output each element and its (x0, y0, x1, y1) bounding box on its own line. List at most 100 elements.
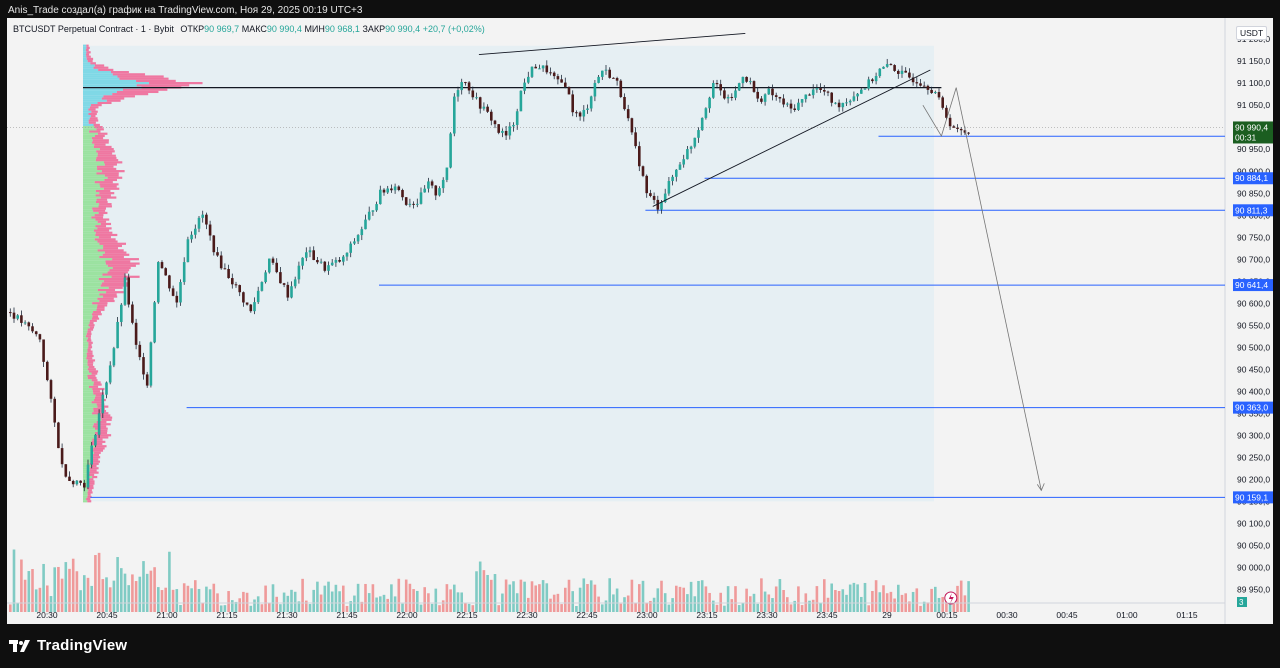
profile-row-sell (102, 253, 130, 256)
profile-row-sell (112, 266, 131, 270)
profile-row-buy (83, 194, 96, 197)
trend-line (478, 33, 746, 56)
profile-row-sell (96, 436, 109, 439)
profile-row-buy (83, 211, 99, 215)
candle-body (797, 102, 800, 110)
volume-bar (897, 584, 900, 612)
candle-body (382, 189, 386, 193)
candle-body (638, 146, 641, 167)
candle-body (190, 234, 193, 240)
candle-body (305, 252, 308, 258)
candle-body (97, 413, 101, 435)
profile-row-sell (116, 90, 159, 94)
profile-row-sell (91, 449, 104, 452)
profile-row-buy (83, 205, 99, 208)
candle-body (497, 124, 500, 133)
profile-row-buy (83, 491, 88, 494)
profile-row-buy (83, 346, 89, 349)
trend-line (652, 69, 931, 207)
profile-row-buy (83, 108, 89, 111)
candle-body (260, 282, 264, 291)
candle-body (201, 214, 204, 218)
candle-body (582, 109, 586, 117)
profile-row-sell (93, 229, 110, 232)
profile-row-sell (108, 286, 123, 289)
volume-profile (83, 44, 203, 503)
profile-row-sell (91, 216, 104, 219)
volume-bar (16, 602, 19, 612)
tradingview-brand[interactable]: TradingView (9, 637, 127, 654)
profile-row-sell (89, 326, 94, 329)
profile-row-buy (83, 326, 90, 329)
profile-row-sell (96, 172, 119, 175)
price-tick-label: 90 600,0 (1237, 298, 1270, 308)
candle-body (234, 284, 238, 286)
legend-open-label: ОТКР (180, 24, 205, 34)
candle-body (301, 257, 304, 266)
profile-row-sell (95, 189, 111, 193)
profile-row-buy (83, 225, 96, 228)
profile-row-sell (89, 321, 94, 325)
candle-body (290, 286, 293, 298)
profile-row-buy (83, 341, 89, 344)
volume-bar (338, 591, 341, 612)
profile-row-buy (83, 458, 92, 461)
candle-body (71, 480, 75, 485)
volume-bar (31, 569, 34, 612)
candle-body (712, 83, 715, 98)
volume-bar (234, 601, 238, 612)
profile-row-sell (92, 141, 109, 144)
candle-body (723, 90, 726, 99)
profile-row-sell (93, 209, 106, 212)
time-tick-label: 21:15 (216, 610, 238, 620)
candle-body (556, 76, 560, 80)
level-tag-bg (1233, 401, 1273, 414)
profile-row-sell (94, 396, 102, 399)
candle-body (911, 77, 915, 83)
volume-bar (449, 589, 452, 612)
volume-bar (330, 591, 334, 612)
profile-row-sell (119, 77, 169, 80)
profile-row-buy (83, 361, 88, 364)
profile-row-sell (88, 480, 95, 483)
volume-bar (826, 597, 830, 612)
volume-bar (967, 581, 970, 612)
profile-row-buy (83, 266, 113, 270)
volume-bar (57, 566, 60, 612)
candle-body (75, 480, 79, 485)
profile-row-buy (83, 350, 88, 353)
profile-row-sell (99, 242, 127, 245)
profile-row-sell (89, 467, 99, 470)
profile-row-buy (83, 451, 94, 454)
profile-row-buy (83, 258, 113, 261)
time-tick-label: 23:45 (816, 610, 838, 620)
profile-row-sell (98, 277, 128, 281)
volume-bar (83, 575, 86, 612)
profile-row-sell (97, 132, 108, 135)
volume-bar (737, 605, 741, 612)
currency-label[interactable]: USDT (1236, 26, 1268, 40)
volume-bar (171, 589, 175, 612)
volume-bar (408, 583, 412, 612)
candle-body (249, 304, 253, 312)
candle-body (356, 235, 360, 242)
volume-bar (626, 595, 630, 612)
profile-row-sell (93, 310, 101, 314)
candle-body (941, 97, 944, 108)
price-chart[interactable]: 91 200,091 150,091 100,091 050,091 000,0… (7, 18, 1273, 624)
profile-row-buy (83, 150, 97, 153)
volume-bar (630, 579, 634, 612)
profile-row-sell (95, 200, 108, 204)
profile-row-sell (103, 95, 135, 98)
profile-row-buy (83, 203, 100, 206)
volume-bar (530, 581, 534, 612)
volume-bar (856, 584, 859, 612)
candle-body (626, 109, 630, 119)
profile-row-sell (95, 445, 107, 448)
candle-body (68, 476, 71, 481)
candle-body (127, 277, 130, 305)
candle-body (608, 69, 611, 78)
profile-row-buy (83, 106, 90, 109)
volume-bar (963, 595, 967, 612)
profile-row-buy (83, 174, 105, 177)
